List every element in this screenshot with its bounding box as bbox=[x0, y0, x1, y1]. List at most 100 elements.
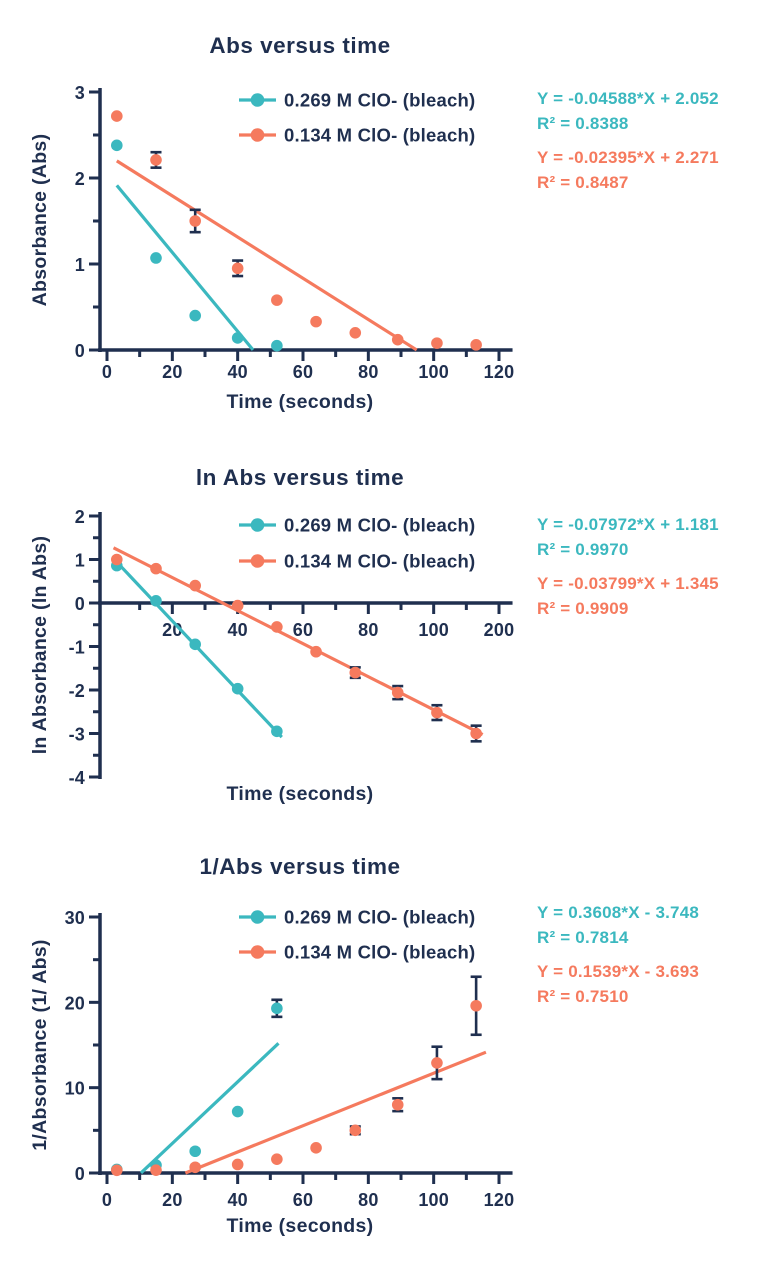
data-point bbox=[349, 1124, 362, 1137]
y-axis-label: 1/Absorbance (1/ Abs) bbox=[29, 939, 51, 1150]
data-point bbox=[431, 1057, 443, 1069]
data-point bbox=[150, 595, 162, 607]
y-tick-label: 2 bbox=[75, 507, 85, 527]
fit-equation: Y = -0.04588*X + 2.052 bbox=[537, 89, 719, 108]
y-tick-label: 0 bbox=[75, 341, 85, 361]
x-tick-label: 80 bbox=[358, 620, 378, 640]
fit-line bbox=[139, 1042, 280, 1175]
data-point bbox=[150, 562, 162, 575]
data-point bbox=[349, 666, 362, 679]
fit-line bbox=[115, 159, 418, 352]
data-point bbox=[231, 682, 244, 695]
legend-marker-icon bbox=[250, 518, 265, 532]
data-point bbox=[150, 252, 162, 264]
x-axis-label: Time (seconds) bbox=[227, 1215, 374, 1237]
data-point bbox=[150, 154, 162, 166]
legend-item: 0.269 M ClO- (bleach) bbox=[239, 515, 475, 536]
data-point bbox=[470, 727, 482, 740]
data-point bbox=[310, 315, 322, 328]
fit-equations: Y = -0.04588*X + 2.052 R² = 0.8388 Y = -… bbox=[537, 86, 768, 204]
data-point bbox=[231, 1105, 244, 1118]
x-tick-label: 100 bbox=[418, 620, 449, 640]
x-tick-label: 100 bbox=[418, 1190, 449, 1210]
legend-label: 0.134 M ClO- (bleach) bbox=[284, 125, 475, 146]
x-tick-label: 0 bbox=[102, 1190, 112, 1210]
x-tick-label: 40 bbox=[227, 1190, 247, 1210]
x-tick-label: 120 bbox=[484, 362, 515, 382]
chart-abs-vs-time: Abs versus time Absorbance (Abs) Time (s… bbox=[0, 10, 768, 430]
data-point bbox=[189, 215, 202, 227]
x-tick-label: 20 bbox=[162, 1190, 182, 1210]
y-tick-label: -3 bbox=[69, 725, 85, 745]
x-tick-label: 60 bbox=[293, 362, 313, 382]
chart-title: ln Abs versus time bbox=[196, 465, 404, 490]
y-tick-label: 1 bbox=[75, 551, 85, 571]
data-point bbox=[150, 1164, 162, 1176]
y-tick-label: 30 bbox=[65, 908, 85, 928]
legend-label: 0.269 M ClO- (bleach) bbox=[284, 907, 475, 928]
data-point bbox=[310, 645, 322, 658]
x-tick-label: 120 bbox=[484, 1190, 515, 1210]
y-tick-label: 1 bbox=[75, 255, 85, 275]
y-tick-label: 20 bbox=[65, 993, 85, 1013]
r-squared: R² = 0.7814 bbox=[537, 928, 629, 947]
data-point bbox=[189, 1145, 202, 1158]
data-point bbox=[111, 1164, 123, 1177]
y-tick-label: 0 bbox=[75, 1164, 85, 1184]
y-tick-label: -4 bbox=[69, 768, 85, 788]
x-axis-label: Time (seconds) bbox=[227, 391, 374, 413]
fit-equation: Y = -0.07972*X + 1.181 bbox=[537, 515, 719, 534]
fit-equations: Y = 0.3608*X - 3.748 R² = 0.7814 Y = 0.1… bbox=[537, 900, 768, 1018]
chart-inverse-abs-vs-time: 1/Abs versus time 1/Absorbance (1/ Abs) … bbox=[0, 840, 768, 1264]
y-tick-label: 10 bbox=[65, 1079, 85, 1099]
r-squared: R² = 0.9909 bbox=[537, 599, 629, 618]
fit-equation: Y = 0.1539*X - 3.693 bbox=[537, 962, 700, 981]
legend-marker-icon bbox=[250, 945, 265, 959]
x-tick-label: 40 bbox=[227, 620, 247, 640]
legend-marker-icon bbox=[250, 554, 265, 568]
x-tick-label: 80 bbox=[358, 1190, 378, 1210]
legend-marker-icon bbox=[250, 910, 265, 924]
x-tick-label: 80 bbox=[358, 362, 378, 382]
data-point bbox=[189, 579, 202, 592]
data-point bbox=[271, 621, 283, 633]
plot-area: 0 1 2 3 0 20 40 60 80 100 120 0.269 M ClO- (bleach)… bbox=[75, 83, 515, 382]
data-point bbox=[231, 599, 244, 612]
y-tick-label: 3 bbox=[75, 83, 85, 103]
x-axis-label: Time (seconds) bbox=[227, 783, 374, 805]
x-tick-label: 40 bbox=[227, 362, 247, 382]
data-point bbox=[111, 553, 123, 566]
legend-label: 0.269 M ClO- (bleach) bbox=[284, 515, 475, 536]
r-squared: R² = 0.8388 bbox=[537, 114, 629, 133]
x-tick-label: 200 bbox=[484, 620, 515, 640]
data-point bbox=[111, 110, 123, 122]
legend-label: 0.134 M ClO- (bleach) bbox=[284, 551, 475, 572]
fit-equations: Y = -0.07972*X + 1.181 R² = 0.9970 Y = -… bbox=[537, 512, 768, 630]
data-point bbox=[231, 1158, 244, 1171]
fit-line bbox=[112, 546, 484, 736]
chart-title: Abs versus time bbox=[209, 33, 390, 58]
data-point bbox=[271, 1153, 283, 1165]
data-point bbox=[271, 294, 283, 306]
fit-equation: Y = 0.3608*X - 3.748 bbox=[537, 903, 700, 922]
x-tick-label: 100 bbox=[418, 362, 449, 382]
legend-label: 0.269 M ClO- (bleach) bbox=[284, 90, 475, 111]
data-point bbox=[231, 262, 244, 275]
legend-marker-icon bbox=[250, 93, 265, 107]
data-point bbox=[391, 333, 404, 346]
y-tick-label: 0 bbox=[75, 594, 85, 614]
x-tick-label: 60 bbox=[293, 620, 313, 640]
fit-line bbox=[184, 1050, 487, 1175]
data-point bbox=[271, 1002, 283, 1015]
x-tick-label: 0 bbox=[102, 362, 112, 382]
legend-item: 0.134 M ClO- (bleach) bbox=[239, 551, 475, 572]
plot-area: 0 10 20 30 0 20 40 60 80 100 120 0.269 M ClO- (blea… bbox=[65, 907, 515, 1211]
y-tick-label: -1 bbox=[69, 638, 85, 658]
y-axis-label: ln Absorbance (ln Abs) bbox=[29, 536, 51, 755]
data-point bbox=[470, 339, 482, 351]
chart-title: 1/Abs versus time bbox=[199, 854, 400, 879]
data-point bbox=[231, 332, 244, 344]
data-point bbox=[189, 638, 202, 651]
